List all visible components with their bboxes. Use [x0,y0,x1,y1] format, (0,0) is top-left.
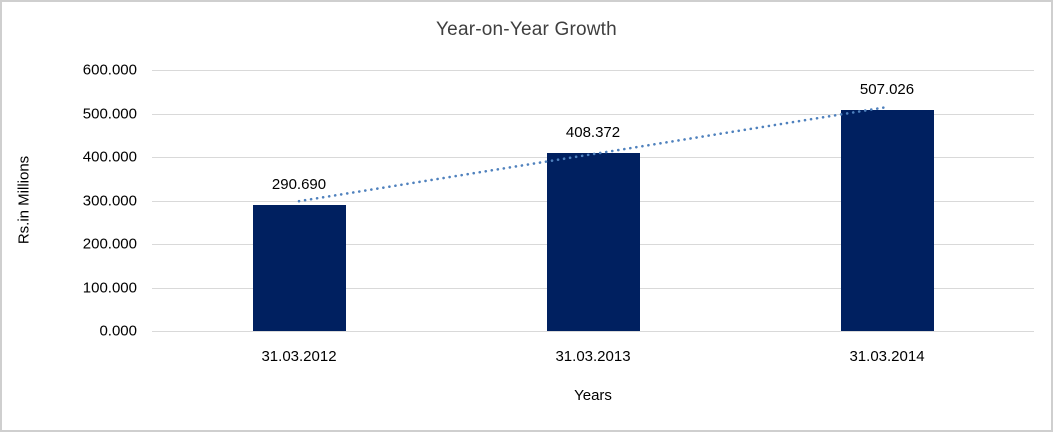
chart-title: Year-on-Year Growth [436,19,617,40]
bar-data-label: 507.026 [859,81,915,99]
y-tick-label: 400.000 [82,148,137,166]
y-tick-label: 0.000 [99,322,137,340]
gridline [152,70,1034,71]
y-tick-label: 300.000 [82,192,137,209]
bar-data-label: 290.690 [271,175,327,193]
x-tick-label: 31.03.2012 [261,348,337,365]
bar [840,110,934,331]
y-tick-label: 600.000 [82,61,137,79]
x-tick-label: 31.03.2013 [555,348,631,365]
y-tick-label: 200.000 [82,235,137,253]
x-tick-label: 31.03.2014 [849,348,925,365]
bar [546,153,640,331]
x-axis-title: Years [574,387,612,404]
y-tick-label: 100.000 [82,279,137,296]
x-axis-line [152,331,1034,332]
bar [252,204,346,331]
bar-data-label: 408.372 [565,124,621,142]
plot-area [152,70,1034,332]
y-tick-label: 500.000 [82,105,137,122]
